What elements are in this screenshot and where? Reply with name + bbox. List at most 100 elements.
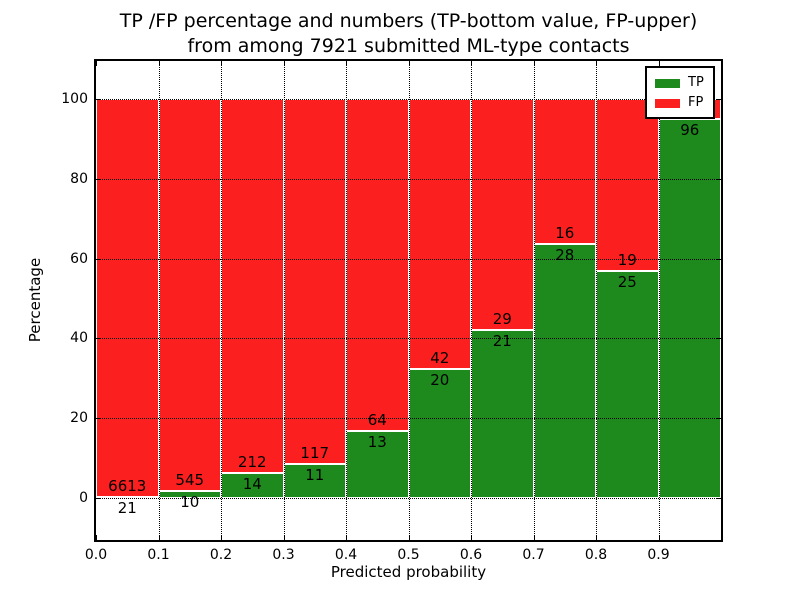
tick-mark xyxy=(283,61,285,66)
tick-mark xyxy=(658,61,660,66)
x-tick-label: 0.4 xyxy=(334,547,358,563)
chart-title-line2: from among 7921 submitted ML-type contac… xyxy=(187,35,630,57)
x-tick-label: 0.3 xyxy=(272,547,295,563)
x-tick-label: 0.9 xyxy=(647,547,670,563)
tp-color-swatch xyxy=(655,78,680,88)
gridline-vertical xyxy=(533,61,535,540)
gridline-vertical xyxy=(596,61,597,540)
tick-mark xyxy=(158,61,160,66)
gridline-vertical xyxy=(408,61,410,540)
legend-item-tp: TP xyxy=(647,73,713,93)
y-tick-label: 0 xyxy=(79,490,88,506)
tick-mark xyxy=(96,61,97,66)
bar-segment-fp xyxy=(471,99,534,331)
y-tick-label: 80 xyxy=(70,170,88,187)
bar-label-tp: 21 xyxy=(492,332,512,351)
bar-segment-tp xyxy=(658,118,721,498)
bar-label-fp: 6613 xyxy=(108,476,147,495)
x-tick-label: 0.7 xyxy=(522,547,545,563)
bar-label-tp: 21 xyxy=(117,498,137,517)
bar-label-tp: 25 xyxy=(617,273,637,292)
tick-mark xyxy=(533,535,535,540)
tick-mark xyxy=(658,535,660,540)
tick-mark xyxy=(408,61,410,66)
tick-mark xyxy=(96,418,101,420)
tick-mark xyxy=(716,258,721,260)
tick-mark xyxy=(221,535,222,540)
y-tick-label: 60 xyxy=(70,250,88,267)
x-tick-label: 0.5 xyxy=(397,547,420,563)
bar-segment-tp xyxy=(533,244,596,498)
bar-segment-fp xyxy=(533,99,596,245)
bar-label-fp: 29 xyxy=(492,310,512,329)
bar-segment-fp xyxy=(221,99,284,474)
tick-mark xyxy=(716,178,721,180)
bar-segment-tp xyxy=(346,430,409,498)
tick-mark xyxy=(346,61,347,66)
bar-segment-tp xyxy=(221,473,284,498)
x-tick-label: 0.0 xyxy=(84,547,108,563)
y-tick-label: 20 xyxy=(70,410,88,427)
tick-mark xyxy=(533,61,535,66)
tick-mark xyxy=(596,535,597,540)
plot-area: TP FP 6613 21 545 10 212 14 117 11 64 13 42 20 29 21 1… xyxy=(94,59,723,542)
tick-mark xyxy=(471,535,472,540)
bar-segment-tp xyxy=(471,330,534,498)
tick-mark xyxy=(471,61,472,66)
tick-mark xyxy=(96,99,101,100)
chart-title: TP /FP percentage and numbers (TP-bottom… xyxy=(96,9,721,59)
bar-label-fp: 545 xyxy=(175,470,205,489)
bar-label-fp: 19 xyxy=(617,251,637,270)
bar-segment-fp xyxy=(596,99,659,272)
legend-item-fp: FP xyxy=(647,93,713,113)
fp-color-swatch xyxy=(655,98,680,108)
bar-label-tp: 14 xyxy=(242,475,262,494)
x-tick-label: 0.1 xyxy=(147,547,170,563)
tick-mark xyxy=(96,535,97,540)
legend: TP FP xyxy=(645,66,715,119)
bar-label-fp: 117 xyxy=(300,443,330,462)
tick-mark xyxy=(716,99,721,100)
bar-segment-fp xyxy=(408,99,471,370)
gridline-vertical xyxy=(283,61,285,540)
bar-segment-fp xyxy=(96,99,159,497)
bar-label-fp: 212 xyxy=(237,453,267,472)
bar-label-fp: 42 xyxy=(430,349,450,368)
bar-segment-fp xyxy=(346,99,409,431)
gridline-vertical xyxy=(658,61,660,540)
gridline-vertical xyxy=(346,61,347,540)
tick-mark xyxy=(158,535,160,540)
tick-mark xyxy=(221,61,222,66)
tick-mark xyxy=(408,535,410,540)
chart-title-line1: TP /FP percentage and numbers (TP-bottom… xyxy=(119,10,698,32)
bar-label-fp: 16 xyxy=(555,224,575,243)
bar-segment-tp xyxy=(408,369,471,498)
gridline-vertical xyxy=(221,61,222,540)
bar-label-tp: 28 xyxy=(555,246,575,265)
bar-segment-tp xyxy=(283,463,346,498)
bar-segment-fp xyxy=(158,99,221,491)
tick-mark xyxy=(716,418,721,420)
bar-label-fp: 64 xyxy=(367,410,387,429)
tick-mark xyxy=(596,61,597,66)
legend-label-fp: FP xyxy=(688,95,704,110)
y-tick-label: 40 xyxy=(70,330,88,347)
bar-label-tp: 13 xyxy=(367,432,387,451)
bar-label-tp: 20 xyxy=(430,371,450,390)
bar-label-tp: 11 xyxy=(305,465,325,484)
tick-mark xyxy=(96,498,101,499)
bar-label-tp: 96 xyxy=(680,120,700,139)
bar-label-tp: 10 xyxy=(180,492,200,511)
tick-mark xyxy=(716,338,721,340)
tick-mark xyxy=(96,338,101,340)
tick-mark xyxy=(283,535,285,540)
tick-mark xyxy=(346,535,347,540)
x-tick-label: 0.2 xyxy=(209,547,233,563)
tick-mark xyxy=(716,498,721,499)
y-tick-label: 100 xyxy=(61,91,88,107)
x-tick-label: 0.6 xyxy=(459,547,483,563)
gridline-vertical xyxy=(158,61,160,540)
tick-mark xyxy=(96,178,101,180)
legend-label-tp: TP xyxy=(688,75,704,90)
